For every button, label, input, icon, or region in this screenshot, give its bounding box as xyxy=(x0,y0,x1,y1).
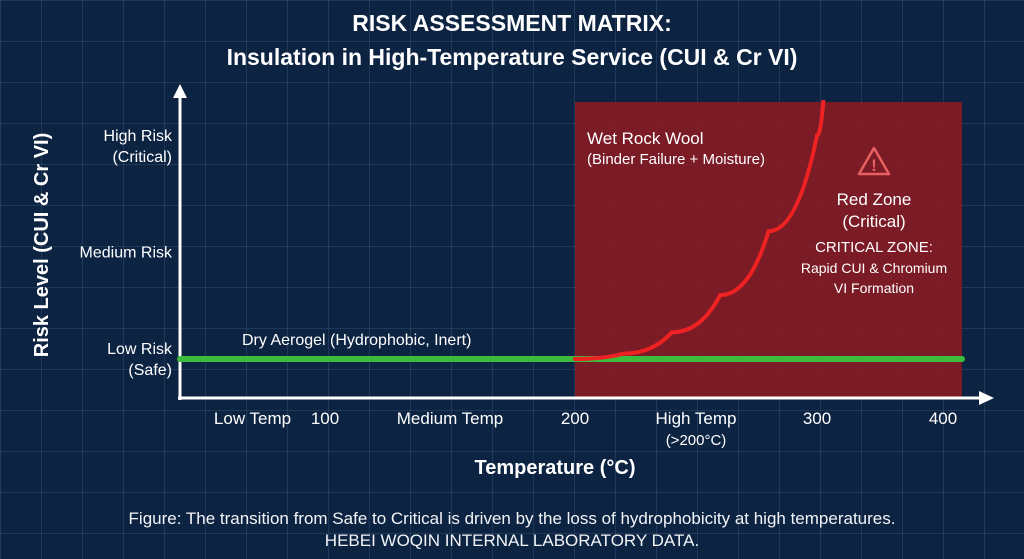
zone-text-2: VI Formation xyxy=(834,280,914,296)
zone-label: Red Zone xyxy=(837,190,912,209)
caption-line-1: Figure: The transition from Safe to Crit… xyxy=(128,509,896,528)
zone-label-2: (Critical) xyxy=(842,212,905,231)
x-tick-label: 300 xyxy=(803,409,831,428)
chart-subtitle: Insulation in High-Temperature Service (… xyxy=(226,44,798,70)
x-tick-label: Low Temp xyxy=(214,409,291,428)
x-axis-label: Temperature (°C) xyxy=(475,457,636,479)
x-tick-label: 400 xyxy=(929,409,957,428)
wet-rock-wool-note: (Binder Failure + Moisture) xyxy=(587,151,765,168)
zone-text-1: Rapid CUI & Chromium xyxy=(801,260,947,276)
y-axis-label: Risk Level (CUI & Cr VI) xyxy=(31,133,53,358)
warning-icon xyxy=(857,146,891,176)
y-axis-arrow-icon xyxy=(173,84,187,98)
x-tick-label: High Temp xyxy=(656,409,737,428)
warning-icon-mark: ! xyxy=(871,156,877,175)
x-tick-label: 200 xyxy=(561,409,589,428)
y-tick-label: High Risk xyxy=(104,128,173,145)
caption-line-2: HEBEI WOQIN INTERNAL LABORATORY DATA. xyxy=(324,531,700,550)
y-tick-sublabel: (Safe) xyxy=(128,362,172,379)
dry-aerogel-label: Dry Aerogel (Hydrophobic, Inert) xyxy=(242,332,471,349)
x-axis-arrow-icon xyxy=(979,391,994,405)
x-tick-label: 100 xyxy=(311,409,339,428)
y-tick-sublabel: (Critical) xyxy=(112,149,172,166)
wet-rock-wool-label: Wet Rock Wool xyxy=(587,129,704,148)
red-zone xyxy=(575,102,962,398)
chart-title: RISK ASSESSMENT MATRIX: xyxy=(352,10,672,36)
x-tick-sublabel: (>200°C) xyxy=(666,432,727,449)
y-tick-label: Low Risk xyxy=(107,341,173,358)
x-tick-label: Medium Temp xyxy=(397,409,503,428)
wet-rock-wool-line xyxy=(573,100,826,361)
y-tick-label: Medium Risk xyxy=(80,245,173,262)
zone-heading: CRITICAL ZONE: xyxy=(815,239,933,256)
